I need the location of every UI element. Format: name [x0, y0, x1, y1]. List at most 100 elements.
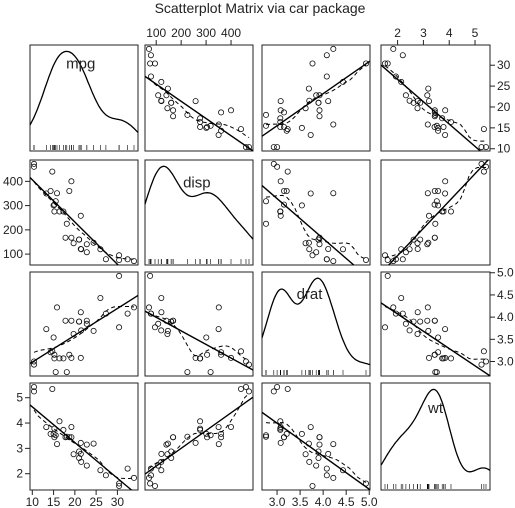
- data-point: [116, 482, 123, 489]
- data-point: [242, 383, 249, 390]
- density-curve-drat: [261, 277, 371, 366]
- data-point: [245, 388, 252, 395]
- data-point: [316, 241, 323, 248]
- data-point: [414, 309, 421, 316]
- data-point: [130, 258, 137, 265]
- data-point: [54, 304, 61, 311]
- data-point: [68, 178, 75, 185]
- data-point: [49, 385, 56, 392]
- data-point: [316, 441, 323, 448]
- data-point: [63, 220, 70, 227]
- data-point: [431, 187, 438, 194]
- data-point: [277, 98, 284, 105]
- data-point: [51, 208, 58, 215]
- data-point: [442, 326, 449, 333]
- data-point: [270, 160, 277, 167]
- data-point: [47, 187, 54, 194]
- data-point: [83, 249, 90, 256]
- x-tick-label-disp: 100: [146, 26, 166, 40]
- data-point: [280, 434, 287, 441]
- panel-disp-drat: [261, 159, 371, 266]
- panel-frame: [380, 271, 491, 377]
- data-point: [197, 124, 204, 131]
- data-point: [399, 52, 406, 59]
- data-point: [330, 190, 337, 197]
- data-point: [431, 201, 438, 208]
- data-point: [227, 107, 234, 114]
- data-point: [480, 348, 487, 355]
- smoother-line: [33, 306, 135, 353]
- data-point: [158, 450, 165, 457]
- data-point: [192, 98, 199, 105]
- data-point: [440, 124, 447, 131]
- density-curve-mpg: [29, 50, 139, 133]
- data-point: [339, 467, 346, 474]
- y-tick-label-drat: 3.0: [497, 354, 514, 368]
- data-point: [274, 163, 281, 170]
- data-point: [425, 98, 432, 105]
- x-tick-label-wt: 2: [394, 26, 401, 40]
- data-point: [424, 190, 431, 197]
- data-point: [313, 462, 320, 469]
- panel-frame: [261, 271, 371, 377]
- data-point: [431, 351, 438, 358]
- data-point: [63, 369, 70, 376]
- data-point: [151, 482, 158, 489]
- y-tick-label-mpg: 25: [497, 79, 511, 93]
- linear-fit-line: [262, 411, 370, 490]
- smoother-line: [265, 64, 367, 126]
- y-tick-label-disp: 400: [3, 174, 23, 188]
- y-tick-label-drat: 4.5: [497, 288, 514, 302]
- data-point: [163, 92, 170, 99]
- data-point: [425, 212, 432, 219]
- data-point: [130, 474, 137, 481]
- data-point: [242, 358, 249, 365]
- data-point: [323, 465, 330, 472]
- y-tick-label-mpg: 10: [497, 142, 511, 156]
- data-point: [431, 107, 438, 114]
- data-point: [398, 294, 405, 301]
- data-point: [424, 92, 431, 99]
- data-point: [51, 434, 58, 441]
- data-point: [284, 168, 291, 175]
- data-point: [204, 351, 211, 358]
- panel-drat-wt: [380, 271, 491, 377]
- data-point: [414, 245, 421, 252]
- y-tick-label-mpg: 30: [497, 58, 511, 72]
- data-point: [170, 434, 177, 441]
- data-point: [60, 208, 67, 215]
- data-point: [399, 256, 406, 263]
- data-point: [435, 202, 442, 209]
- data-point: [30, 358, 37, 365]
- data-point: [66, 187, 73, 194]
- data-point: [435, 124, 442, 131]
- data-point: [381, 324, 388, 331]
- data-point: [158, 309, 165, 316]
- data-point: [325, 245, 332, 252]
- data-point: [204, 434, 211, 441]
- data-point: [480, 126, 487, 133]
- data-point: [442, 131, 449, 138]
- density-curve-disp: [144, 165, 254, 240]
- variable-label-disp: disp: [183, 174, 211, 191]
- data-point: [442, 354, 449, 361]
- data-point: [164, 330, 171, 337]
- data-point: [77, 245, 84, 252]
- data-point: [280, 201, 287, 208]
- data-point: [323, 256, 330, 263]
- data-point: [52, 369, 59, 376]
- data-point: [218, 109, 225, 116]
- smoother-line: [265, 194, 367, 260]
- linear-fit-line: [145, 396, 253, 475]
- data-point: [62, 317, 69, 324]
- data-point: [305, 85, 312, 92]
- data-point: [50, 430, 57, 437]
- data-point: [431, 234, 438, 241]
- data-point: [274, 144, 281, 151]
- data-point: [54, 190, 61, 197]
- smoother-line: [265, 422, 367, 483]
- panel-wt-wt: wt: [380, 382, 491, 491]
- data-point: [155, 462, 162, 469]
- data-point: [116, 480, 123, 487]
